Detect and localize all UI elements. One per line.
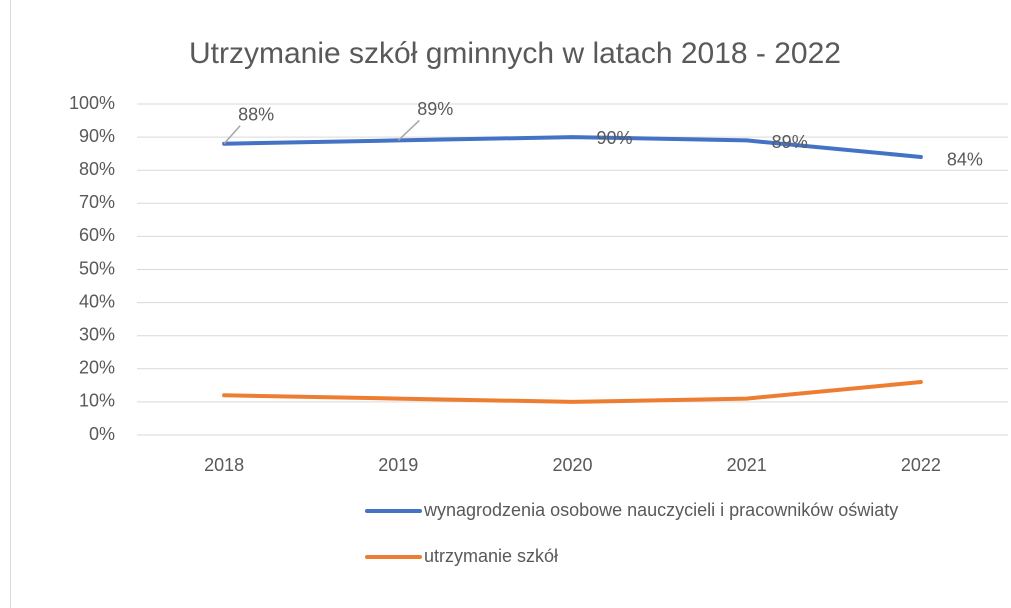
x-tick-label: 2021 xyxy=(727,455,767,475)
data-label: 84% xyxy=(947,150,983,170)
chart-frame xyxy=(10,0,1011,608)
y-tick-label: 80% xyxy=(79,159,115,179)
chart-title: Utrzymanie szkół gminnych w latach 2018 … xyxy=(189,37,841,70)
x-tick-label: 2020 xyxy=(552,455,592,475)
x-tick-label: 2022 xyxy=(901,455,941,475)
y-tick-label: 30% xyxy=(79,324,115,344)
y-tick-label: 70% xyxy=(79,192,115,212)
y-tick-label: 0% xyxy=(89,424,115,444)
y-tick-label: 100% xyxy=(69,93,115,113)
y-tick-label: 10% xyxy=(79,391,115,411)
y-tick-label: 90% xyxy=(79,126,115,146)
x-tick-label: 2018 xyxy=(204,455,244,475)
y-tick-label: 60% xyxy=(79,225,115,245)
series-line xyxy=(222,135,923,159)
y-tick-label: 50% xyxy=(79,258,115,278)
data-label: 90% xyxy=(596,128,632,148)
y-tick-label: 20% xyxy=(79,358,115,378)
legend-label: utrzymanie szkół xyxy=(424,546,558,566)
data-label: 88% xyxy=(238,104,274,124)
series-line xyxy=(222,380,923,404)
legend-label: wynagrodzenia osobowe nauczycieli i prac… xyxy=(423,500,898,520)
y-tick-label: 40% xyxy=(79,291,115,311)
data-label: 89% xyxy=(772,132,808,152)
x-tick-label: 2019 xyxy=(378,455,418,475)
leader-line xyxy=(223,125,241,145)
leader-line xyxy=(397,119,420,141)
data-label: 89% xyxy=(417,99,453,119)
